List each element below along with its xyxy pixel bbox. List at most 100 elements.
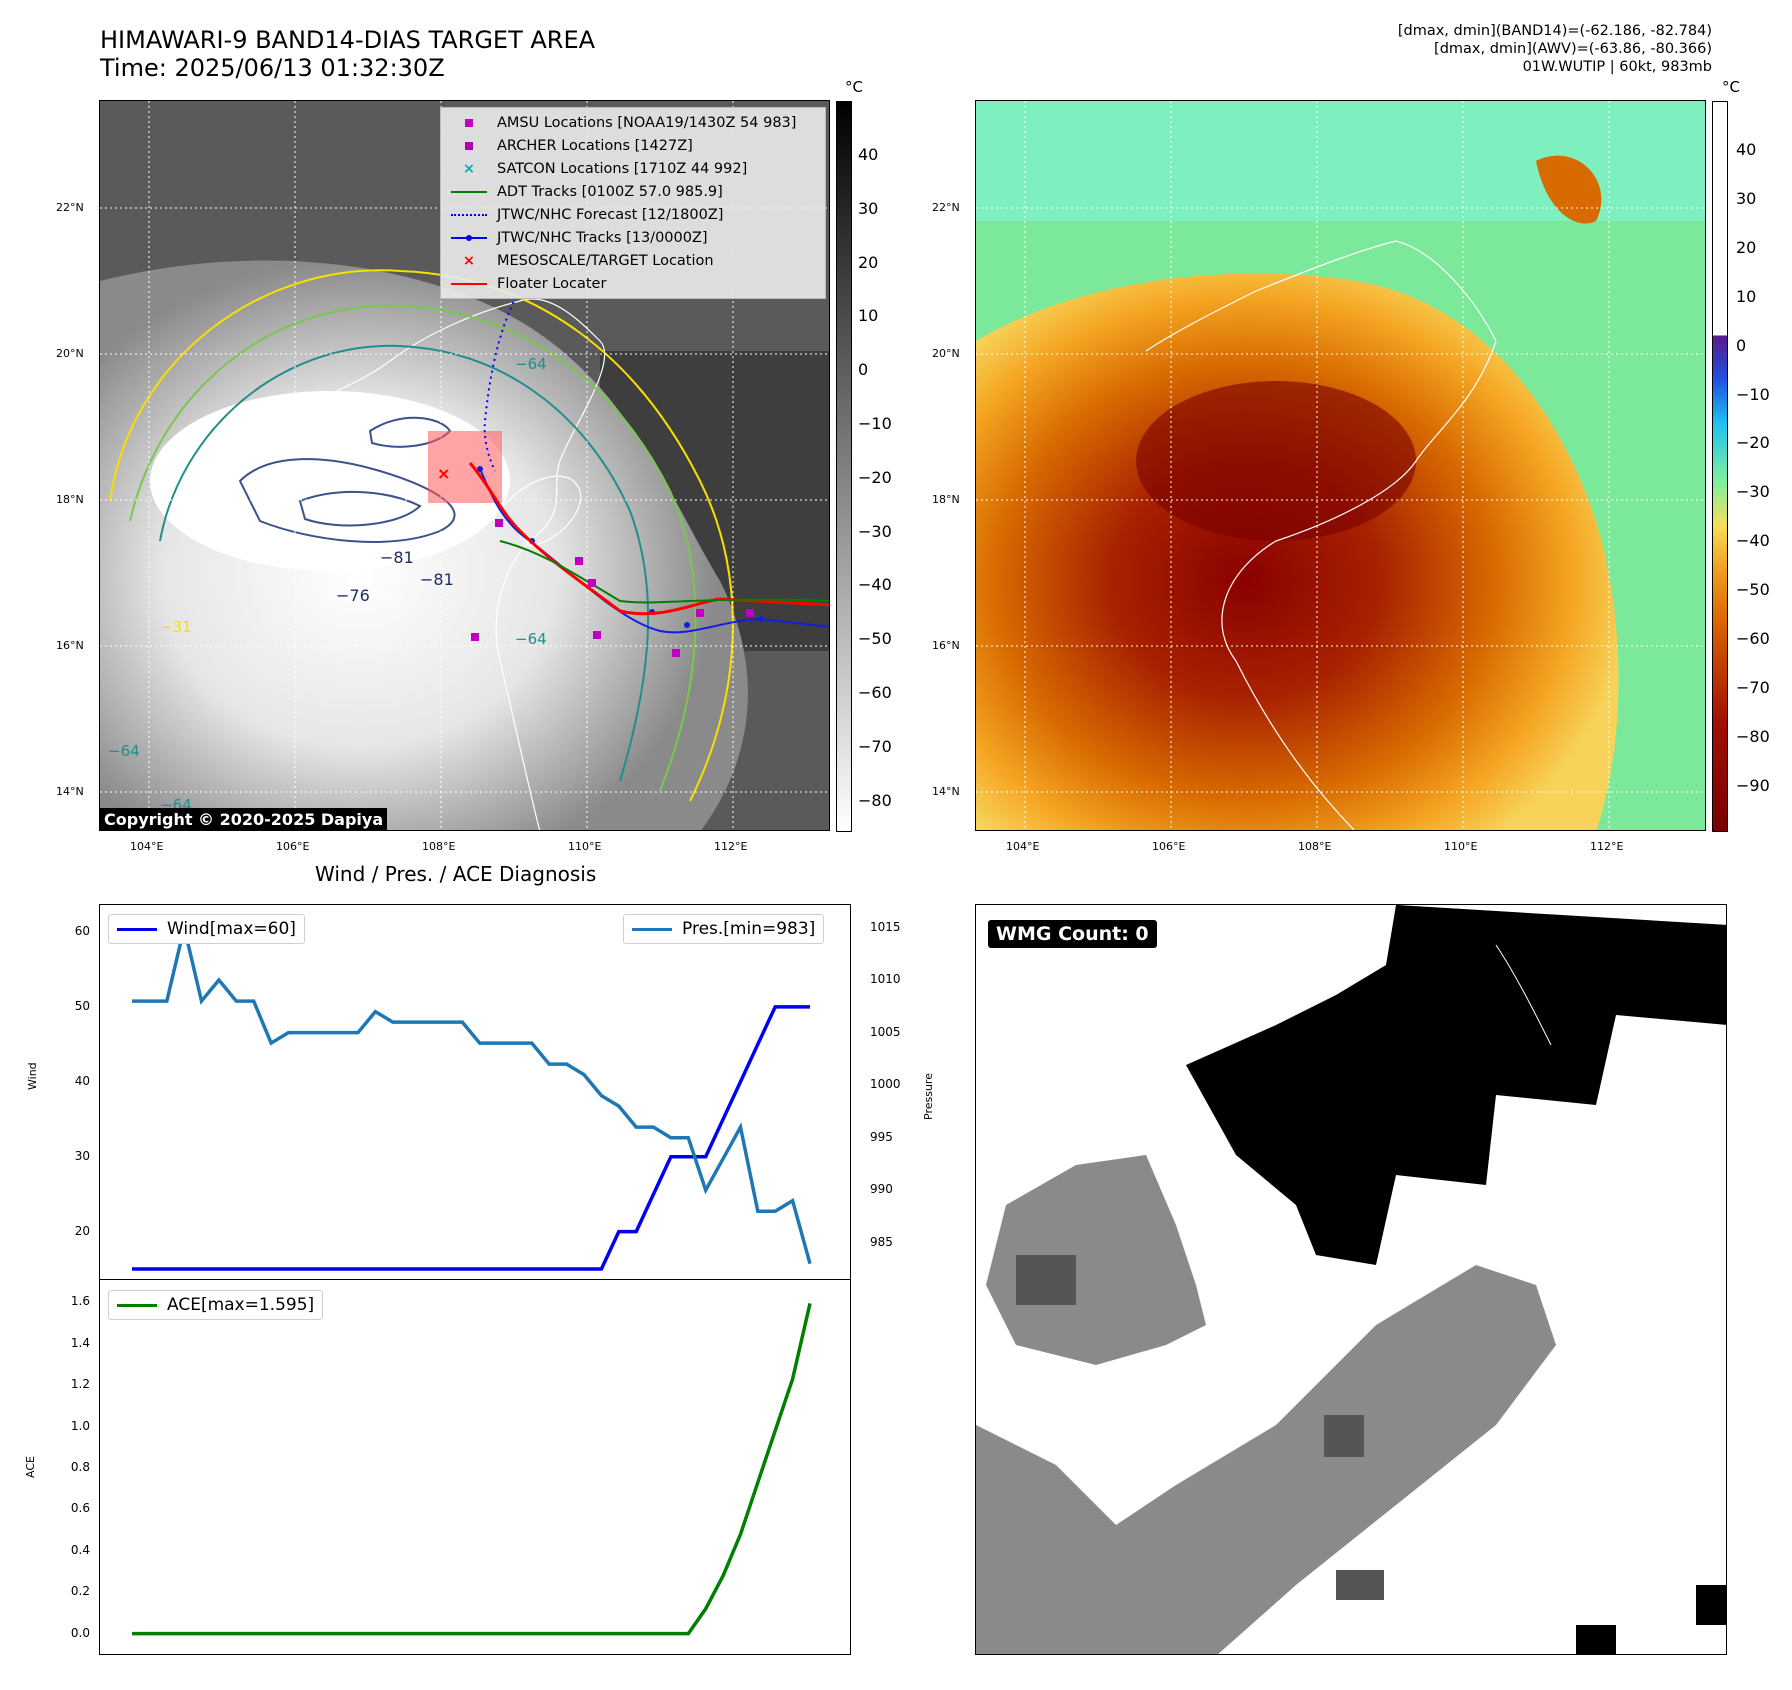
colorbar-tick-label: −10	[858, 414, 892, 433]
legend-target-label: MESOSCALE/TARGET Location	[497, 253, 714, 269]
dot-icon	[466, 235, 472, 241]
colorbar-tick-label: 20	[1736, 237, 1757, 257]
axis-tick-label: 990	[870, 1182, 893, 1197]
target-marker: ×	[437, 464, 450, 483]
wmg-dark-patch	[1336, 1570, 1384, 1600]
lat-tick: 14°N	[56, 785, 84, 798]
legend-adt: ADT Tracks [0100Z 57.0 985.9]	[441, 181, 723, 203]
lon-tick: 106°E	[276, 840, 310, 853]
x-icon: ×	[462, 161, 476, 177]
coastline	[1145, 240, 1497, 830]
hainan-coast	[499, 475, 582, 547]
legend-amsu: AMSU Locations [NOAA19/1430Z 54 983]	[441, 112, 796, 134]
contour-blue-a	[238, 458, 456, 543]
right-colorbar	[1712, 101, 1728, 832]
legend-forecast-label: JTWC/NHC Forecast [12/1800Z]	[497, 207, 724, 223]
colorbar-tick-label: −30	[1736, 482, 1770, 502]
lat-tick: 14°N	[932, 785, 960, 798]
title-line-2: Time: 2025/06/13 01:32:30Z	[100, 54, 445, 82]
legend-tracks-label: JTWC/NHC Tracks [13/0000Z]	[497, 230, 708, 246]
square-icon	[465, 119, 473, 127]
axis-tick-label: 995	[870, 1129, 893, 1144]
legend-target: × MESOSCALE/TARGET Location	[441, 250, 714, 272]
lon-tick: 108°E	[422, 840, 456, 853]
lat-tick: 22°N	[932, 201, 960, 214]
legend-satcon: × SATCON Locations [1710Z 44 992]	[441, 158, 747, 180]
figure-title: HIMAWARI-9 BAND14-DIAS TARGET AREA Time:…	[100, 26, 595, 82]
map-grid	[976, 101, 1705, 830]
ace-axis-label: ACE	[24, 1456, 37, 1478]
pressure-series-line	[132, 927, 812, 1265]
axis-tick-label: 1015	[870, 919, 901, 934]
right-colorbar-unit: °C	[1722, 78, 1740, 96]
wmg-panel	[975, 904, 1727, 1655]
lat-tick: 18°N	[56, 493, 84, 506]
legend-archer: ARCHER Locations [1427Z]	[441, 135, 693, 157]
pressure-axis-label: Pressure	[922, 1073, 935, 1120]
left-colorbar	[836, 101, 852, 832]
floater-track	[468, 462, 829, 616]
colorbar-tick-label: −10	[1736, 384, 1770, 404]
colorbar-tick-label: −30	[858, 521, 892, 541]
axis-tick-label: 1.0	[70, 1418, 90, 1433]
lon-tick: 104°E	[1006, 840, 1040, 853]
axis-tick-label: 1005	[870, 1024, 901, 1039]
colorbar-tick-label: −70	[858, 736, 892, 756]
axis-tick-label: 50	[74, 998, 90, 1013]
contour-label-4: −64	[515, 355, 547, 373]
colorbar-tick-label: −80	[1736, 726, 1770, 746]
ace-legend-label: ACE[max=1.595]	[167, 1295, 315, 1315]
awv-hot-spot	[1536, 155, 1602, 224]
legend-tracks: JTWC/NHC Tracks [13/0000Z]	[441, 227, 708, 249]
axis-tick-label: 1.4	[70, 1335, 90, 1350]
ace-svg	[132, 1303, 812, 1636]
title-line-1: HIMAWARI-9 BAND14-DIAS TARGET AREA	[100, 26, 596, 54]
contour-label-5: −31	[160, 618, 192, 636]
wmg-black-patch	[1576, 1625, 1616, 1654]
contour-green	[129, 304, 697, 792]
lon-tick: 108°E	[1298, 840, 1332, 853]
legend-floater-label: Floater Locater	[497, 276, 607, 292]
contour-label-1: −81	[380, 548, 414, 567]
wind-legend: Wind[max=60]	[108, 914, 305, 944]
colorbar-tick-label: 20	[858, 252, 879, 272]
colorbar-tick-label: −20	[1736, 433, 1770, 453]
contour-blue-b	[298, 490, 422, 527]
info-line-2: [dmax, dmin](AWV)=(-63.86, -80.366)	[1434, 41, 1712, 57]
colorbar-tick-label: −20	[858, 467, 892, 487]
colorbar-tick-label: 0	[858, 360, 869, 380]
legend-archer-label: ARCHER Locations [1427Z]	[497, 138, 693, 154]
colorbar-tick-label: −40	[1736, 531, 1770, 551]
awv-cold-core	[1136, 381, 1416, 541]
awv-storm-mass	[976, 273, 1619, 830]
axis-tick-label: 0.6	[70, 1501, 90, 1516]
axis-tick-label: 0.2	[70, 1584, 90, 1599]
colorbar-tick-label: 30	[1736, 188, 1757, 208]
colorbar-tick-label: −50	[858, 629, 892, 649]
coastline	[269, 298, 606, 830]
axis-tick-label: 1.2	[70, 1377, 90, 1392]
line-icon	[451, 283, 487, 285]
awv-color-map-image	[976, 101, 1705, 830]
colorbar-tick-label: −90	[1736, 775, 1770, 795]
wmg-dark-patch	[1324, 1415, 1364, 1457]
colorbar-tick-label: 40	[1736, 140, 1757, 159]
wmg-gray-region-b	[976, 1265, 1556, 1654]
line-icon	[117, 927, 157, 931]
axis-tick-label: 985	[870, 1234, 893, 1249]
lon-tick: 110°E	[568, 840, 602, 853]
axis-tick-label: 20	[74, 1223, 90, 1238]
pressure-legend: Pres.[min=983]	[623, 914, 825, 944]
contour-label-2: −76	[336, 586, 370, 605]
contour-label-3: −81	[420, 570, 454, 589]
axis-tick-label: 40	[74, 1073, 90, 1088]
wind-pressure-plot	[99, 904, 851, 1280]
axis-tick-label: 0.4	[70, 1542, 90, 1557]
map-legend: AMSU Locations [NOAA19/1430Z 54 983] ARC…	[440, 107, 826, 299]
info-line-1: [dmax, dmin](BAND14)=(-62.186, -82.784)	[1397, 23, 1712, 39]
ace-legend: ACE[max=1.595]	[108, 1290, 324, 1320]
wmg-black-patch	[1696, 1585, 1726, 1625]
lon-tick: 104°E	[130, 840, 164, 853]
info-line-3: 01W.WUTIP | 60kt, 983mb	[1522, 59, 1712, 75]
lat-tick: 16°N	[56, 639, 84, 652]
